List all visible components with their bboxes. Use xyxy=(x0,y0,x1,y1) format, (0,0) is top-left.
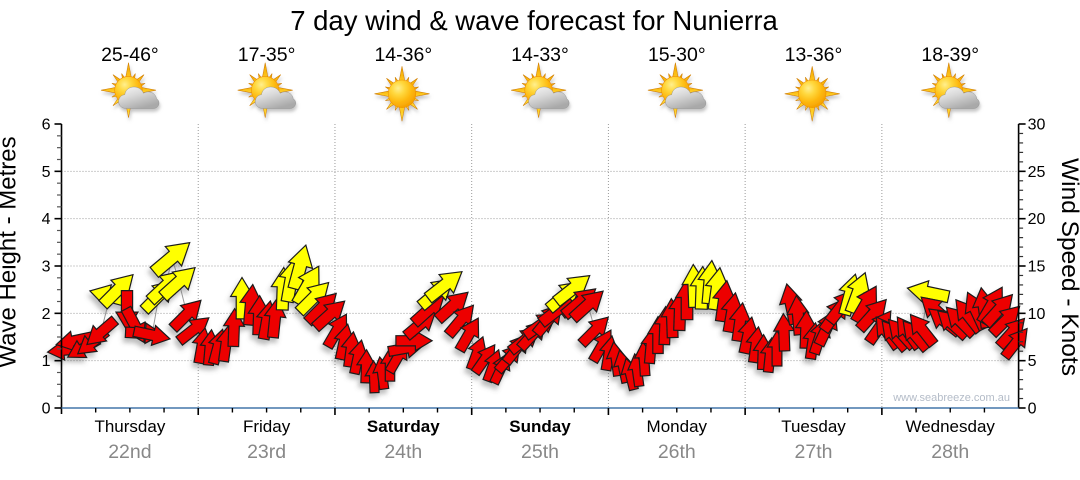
svg-text:25: 25 xyxy=(1028,164,1046,181)
svg-text:14-33°: 14-33° xyxy=(511,44,569,66)
svg-text:17-35°: 17-35° xyxy=(238,44,296,66)
svg-text:22nd: 22nd xyxy=(108,441,151,463)
svg-text:0: 0 xyxy=(42,401,51,418)
svg-text:25-46°: 25-46° xyxy=(101,44,159,66)
svg-text:0: 0 xyxy=(1028,401,1037,418)
svg-text:27th: 27th xyxy=(795,441,833,463)
svg-text:6: 6 xyxy=(42,117,51,134)
svg-text:14-36°: 14-36° xyxy=(374,44,432,66)
svg-text:www.seabreeze.com.au: www.seabreeze.com.au xyxy=(892,392,1010,404)
svg-text:Thursday: Thursday xyxy=(94,417,165,436)
svg-text:20: 20 xyxy=(1028,211,1046,228)
svg-text:Saturday: Saturday xyxy=(367,417,440,436)
svg-text:13-36°: 13-36° xyxy=(785,44,843,66)
svg-text:3: 3 xyxy=(42,259,51,276)
svg-text:26th: 26th xyxy=(658,441,696,463)
svg-text:Monday: Monday xyxy=(647,417,708,436)
svg-text:5: 5 xyxy=(42,164,51,181)
svg-text:Wave Height - Metres: Wave Height - Metres xyxy=(0,136,22,367)
svg-text:25th: 25th xyxy=(521,441,559,463)
svg-text:30: 30 xyxy=(1028,117,1046,134)
svg-text:18-39°: 18-39° xyxy=(921,44,979,66)
svg-text:24th: 24th xyxy=(384,441,422,463)
svg-text:1: 1 xyxy=(42,353,51,370)
svg-text:2: 2 xyxy=(42,306,51,323)
svg-text:4: 4 xyxy=(42,211,51,228)
svg-text:28th: 28th xyxy=(931,441,969,463)
svg-text:Wind Speed - Knots: Wind Speed - Knots xyxy=(1056,158,1080,376)
svg-text:Friday: Friday xyxy=(243,417,291,436)
svg-text:Sunday: Sunday xyxy=(509,417,571,436)
svg-text:Wednesday: Wednesday xyxy=(905,417,995,436)
svg-text:23rd: 23rd xyxy=(247,441,286,463)
svg-text:7 day wind & wave forecast for: 7 day wind & wave forecast for Nunierra xyxy=(290,5,778,36)
svg-text:15-30°: 15-30° xyxy=(648,44,706,66)
svg-text:10: 10 xyxy=(1028,306,1046,323)
svg-text:Tuesday: Tuesday xyxy=(781,417,846,436)
svg-text:5: 5 xyxy=(1028,353,1037,370)
svg-text:15: 15 xyxy=(1028,259,1046,276)
